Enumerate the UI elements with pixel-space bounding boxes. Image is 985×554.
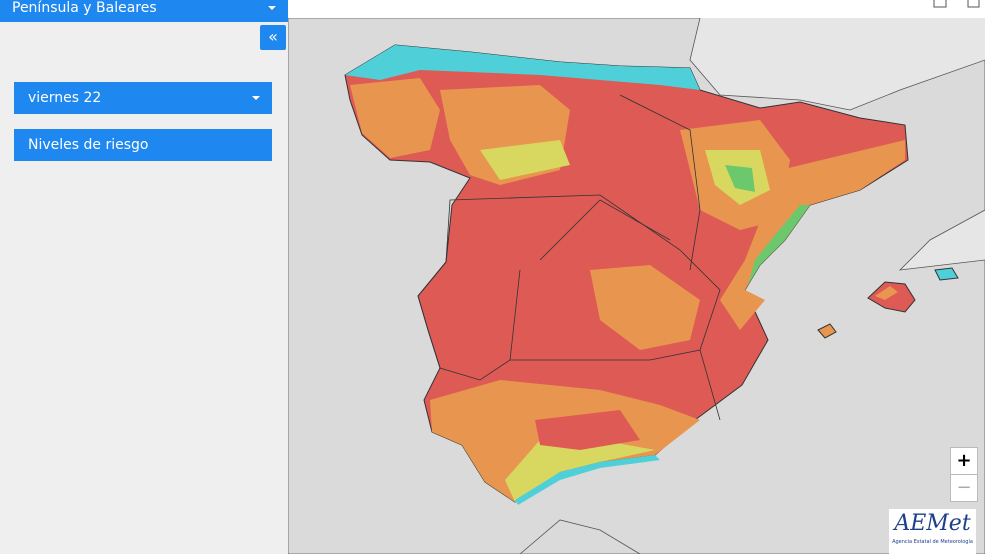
moderate-zone [720, 140, 905, 330]
logo-name: AEMet [894, 511, 971, 536]
logo: AEMet Agencia Estatal de Meteorología [889, 509, 976, 554]
map [288, 18, 985, 554]
coast-low-risk [515, 455, 660, 505]
coast-low-risk [345, 45, 700, 90]
green-zone [725, 165, 755, 192]
moderate-zone [590, 265, 700, 350]
moderate-zone [350, 78, 440, 158]
zoom-out[interactable]: − [950, 474, 978, 502]
layer-button[interactable]: Niveles de riesgo [14, 129, 272, 161]
moderate-zone [875, 286, 898, 300]
collapse-button[interactable]: « [260, 25, 286, 50]
caret [268, 6, 276, 10]
menorca [934, 267, 959, 281]
icon[interactable] [967, 0, 980, 8]
day-label: viernes 22 [28, 90, 102, 106]
zoom-in[interactable]: + [950, 447, 978, 475]
regional-border [509, 94, 721, 421]
green-zone [748, 205, 810, 285]
toolbar-icons [933, 0, 980, 8]
ibiza [817, 323, 837, 339]
mallorca [867, 281, 916, 313]
africa [519, 519, 641, 554]
day-selector[interactable]: viernes 22 [14, 82, 272, 114]
high-zone [535, 410, 640, 450]
icon[interactable] [933, 0, 947, 8]
regional-border [417, 194, 721, 381]
sidebar: Península y Baleares « viernes 22 Nivele… [0, 0, 288, 554]
region-label: Península y Baleares [12, 0, 157, 16]
low-zone [505, 440, 655, 502]
low-zone [480, 140, 570, 180]
caret [252, 96, 260, 100]
region-selector[interactable]: Península y Baleares [0, 0, 288, 22]
logo-subtitle: Agencia Estatal de Meteorología [892, 539, 973, 545]
